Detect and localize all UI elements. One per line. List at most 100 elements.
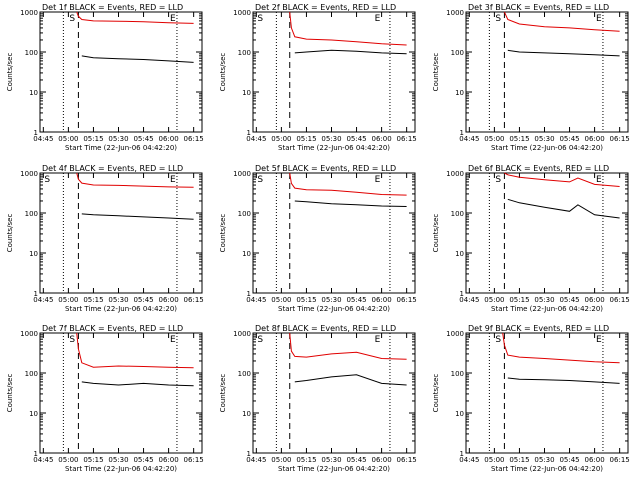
series-line-events: [507, 377, 620, 384]
end-marker: E: [375, 335, 381, 345]
x-tick-label: 06:00: [372, 135, 392, 143]
x-tick-label: 06:15: [184, 456, 204, 464]
detector-panel: Det 2f BLACK = Events, RED = LLD Counts/s…: [219, 3, 417, 152]
x-tick-label: 06:15: [184, 296, 204, 304]
start-marker: S: [69, 335, 75, 345]
y-tick-label: 10: [29, 410, 38, 418]
start-marker: S: [257, 14, 263, 24]
x-tick-label: 05:00: [271, 296, 291, 304]
y-axis-label: Counts/sec: [6, 53, 14, 92]
series-line-events: [81, 55, 194, 63]
y-tick-label: 100: [25, 49, 38, 57]
detector-panel: Det 4f BLACK = Events, RED = LLD Counts/s…: [6, 164, 204, 313]
series-line-lld: [289, 332, 407, 360]
start-marker: S: [257, 335, 263, 345]
y-tick-label: 100: [25, 370, 38, 378]
start-marker: S: [69, 14, 75, 24]
x-tick-label: 04:45: [459, 135, 479, 143]
end-marker: E: [170, 335, 176, 345]
panel-title: Det 1f BLACK = Events, RED = LLD: [42, 3, 183, 12]
plot-frame: [252, 332, 416, 454]
panel-title: Det 5f BLACK = Events, RED = LLD: [255, 164, 396, 173]
x-tick-label: 05:15: [509, 296, 529, 304]
plot-frame: [39, 11, 203, 133]
x-axis-label: Start Time (22-Jun-06 04:42:20): [278, 144, 390, 152]
y-axis-label: Counts/sec: [6, 374, 14, 413]
start-marker: S: [257, 175, 263, 185]
y-tick-label: 1000: [20, 9, 38, 17]
y-axis-label: Counts/sec: [219, 214, 227, 253]
y-axis-label: Counts/sec: [219, 53, 227, 92]
x-tick-label: 06:00: [159, 456, 179, 464]
end-marker: E: [596, 335, 602, 345]
x-tick-label: 05:15: [509, 135, 529, 143]
x-tick-label: 04:45: [459, 456, 479, 464]
y-tick-label: 1000: [20, 330, 38, 338]
y-tick-label: 1: [460, 129, 464, 137]
panel-title: Det 9f BLACK = Events, RED = LLD: [468, 324, 609, 333]
x-tick-label: 05:45: [133, 135, 153, 143]
x-tick-label: 05:30: [534, 456, 554, 464]
series-line-lld: [289, 172, 407, 196]
y-axis-label: Counts/sec: [6, 214, 14, 253]
y-tick-label: 100: [238, 210, 251, 218]
series-line-events: [81, 213, 194, 220]
y-axis-label: Counts/sec: [432, 53, 440, 92]
start-marker: S: [44, 175, 50, 185]
y-tick-label: 10: [455, 410, 464, 418]
x-tick-label: 04:45: [33, 456, 53, 464]
x-tick-label: 05:45: [559, 135, 579, 143]
x-tick-label: 05:30: [534, 135, 554, 143]
x-tick-label: 06:15: [397, 135, 417, 143]
x-tick-label: 05:45: [346, 456, 366, 464]
y-tick-label: 1: [247, 290, 251, 298]
y-tick-label: 10: [455, 89, 464, 97]
x-tick-label: 06:15: [610, 456, 630, 464]
x-axis-label: Start Time (22-Jun-06 04:42:20): [278, 465, 390, 473]
x-axis-label: Start Time (22-Jun-06 04:42:20): [491, 144, 603, 152]
series-line-lld: [502, 332, 620, 364]
x-tick-label: 04:45: [33, 296, 53, 304]
x-axis-label: Start Time (22-Jun-06 04:42:20): [491, 305, 603, 313]
series-line-lld: [504, 172, 620, 187]
plot-frame: [252, 172, 416, 294]
x-axis-label: Start Time (22-Jun-06 04:42:20): [278, 305, 390, 313]
detector-panel: Det 1f BLACK = Events, RED = LLD Counts/s…: [6, 3, 204, 152]
y-tick-label: 1000: [233, 330, 251, 338]
x-tick-label: 06:15: [610, 296, 630, 304]
plot-frame: [39, 332, 203, 454]
plot-frame: [465, 332, 629, 454]
y-tick-label: 100: [238, 370, 251, 378]
x-tick-label: 05:45: [346, 135, 366, 143]
end-marker: E: [170, 14, 176, 24]
x-tick-label: 06:15: [397, 296, 417, 304]
series-line-events: [294, 49, 407, 55]
x-tick-label: 05:00: [58, 296, 78, 304]
x-tick-label: 05:15: [83, 135, 103, 143]
x-tick-label: 06:00: [159, 296, 179, 304]
x-axis-label: Start Time (22-Jun-06 04:42:20): [65, 465, 177, 473]
end-marker: E: [170, 175, 176, 185]
y-tick-label: 10: [242, 250, 251, 258]
y-tick-label: 1: [460, 450, 464, 458]
x-axis-label: Start Time (22-Jun-06 04:42:20): [65, 305, 177, 313]
y-tick-label: 10: [29, 89, 38, 97]
y-axis-label: Counts/sec: [432, 374, 440, 413]
series-line-events: [81, 381, 194, 387]
y-tick-label: 100: [238, 49, 251, 57]
y-tick-label: 1: [34, 129, 38, 137]
series-line-lld: [76, 172, 194, 188]
x-tick-label: 06:15: [397, 456, 417, 464]
y-tick-label: 1000: [446, 9, 464, 17]
x-tick-label: 05:00: [484, 456, 504, 464]
panel-title: Det 2f BLACK = Events, RED = LLD: [255, 3, 396, 12]
detector-panel: Det 5f BLACK = Events, RED = LLD Counts/s…: [219, 164, 417, 313]
x-tick-label: 05:15: [296, 296, 316, 304]
end-marker: E: [596, 175, 602, 185]
x-tick-label: 05:00: [271, 456, 291, 464]
x-tick-label: 05:15: [509, 456, 529, 464]
y-tick-label: 1: [247, 129, 251, 137]
x-axis-label: Start Time (22-Jun-06 04:42:20): [491, 465, 603, 473]
